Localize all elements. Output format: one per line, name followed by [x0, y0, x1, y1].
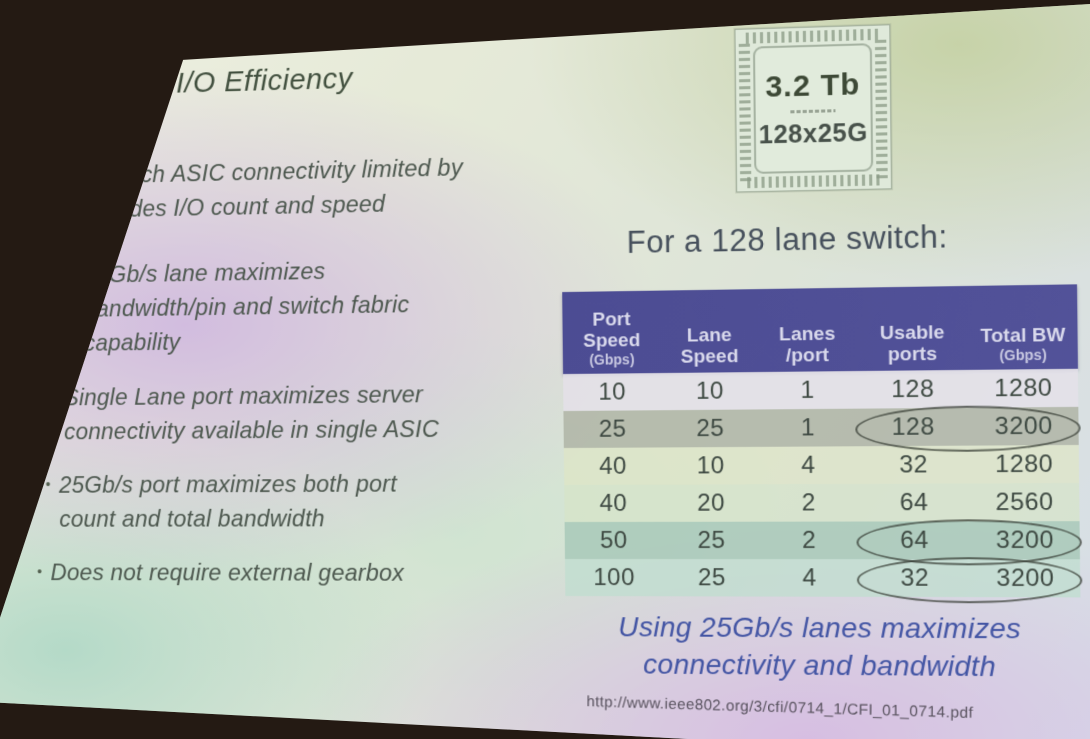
table-cell: 2	[760, 484, 859, 522]
table-cell: 40	[564, 485, 663, 522]
table-header-row: Port Speed (Gbps) Lane Speed Lanes /port…	[562, 284, 1078, 374]
slide-title: 25Gb/s I/O Efficiency	[73, 62, 353, 103]
highlight-ellipse	[857, 557, 1083, 603]
table-cell: 25	[663, 522, 761, 559]
table-row: 10 10 1 128 1280	[563, 369, 1078, 411]
photo-of-projected-slide: 25Gb/s I/O Efficiency • Switch ASIC conn…	[0, 0, 1090, 739]
caption-line: connectivity and bandwidth	[555, 645, 1089, 686]
table-cell: 1280	[969, 369, 1079, 408]
table-heading: For a 128 lane switch:	[626, 219, 948, 261]
table-cell: 10	[661, 372, 759, 410]
conclusion-caption: Using 25Gb/s lanes maximizes connectivit…	[555, 608, 1089, 686]
table-cell: 25	[563, 410, 662, 448]
bullet-item: • 25Gb/s port maximizes both port count …	[45, 466, 498, 536]
bullet-dot-icon: •	[70, 267, 75, 282]
table-cell: 2560	[970, 483, 1080, 521]
chip-pins-icon	[746, 29, 879, 44]
chip-face: 3.2 Tb 128x25G	[753, 43, 873, 174]
projection-screen: 25Gb/s I/O Efficiency • Switch ASIC conn…	[0, 0, 1090, 739]
bullet-line: serdes I/O count and speed	[97, 185, 463, 227]
bullet-dot-icon: •	[50, 390, 55, 405]
bullet-line: 25Gb/s port maximizes both port	[59, 467, 397, 503]
table-cell: 128	[857, 370, 969, 409]
table-row: 40 20 2 64 2560	[564, 483, 1079, 522]
table-cell: 25	[662, 409, 760, 447]
bullet-dot-icon: •	[46, 477, 51, 492]
column-header: Lane Speed	[660, 289, 758, 373]
table-cell: 1	[758, 371, 857, 409]
bullet-line: connectivity available in single ASIC	[64, 412, 439, 449]
bullet-item: • Does not require external gearbox	[37, 556, 499, 591]
bullet-line: Single Lane port maximizes server	[64, 377, 439, 415]
table-cell: 25	[663, 559, 761, 596]
table-cell: 100	[565, 559, 664, 596]
table-cell: 40	[564, 447, 663, 485]
column-header: Port Speed (Gbps)	[562, 291, 661, 374]
table-cell: 20	[662, 484, 760, 522]
bullet-line: bandwidth/pin and switch fabric	[83, 287, 409, 326]
switch-asic-chip-graphic: 3.2 Tb 128x25G	[734, 24, 892, 192]
switch-config-table: Port Speed (Gbps) Lane Speed Lanes /port…	[562, 284, 1080, 597]
bullet-dot-icon: •	[37, 565, 42, 580]
chip-pins-icon	[747, 174, 880, 188]
table-cell: 4	[759, 446, 858, 484]
table-cell: 1	[759, 409, 858, 447]
table-cell: 50	[565, 522, 664, 559]
table-cell: 10	[563, 373, 662, 411]
bullet-line: Does not require external gearbox	[50, 556, 404, 591]
column-header: Usable ports	[856, 286, 969, 371]
chip-pins-icon	[739, 40, 752, 182]
column-header: Lanes /port	[758, 288, 857, 372]
slide-content: 25Gb/s I/O Efficiency • Switch ASIC conn…	[17, 0, 1090, 739]
source-url: http://www.ieee802.org/3/cfi/0714_1/CFI_…	[586, 693, 973, 722]
chip-capacity-label: 3.2 Tb	[765, 67, 860, 104]
table-cell: 2	[760, 522, 859, 560]
chip-pins-icon	[875, 36, 888, 179]
bullet-item: • 25Gb/s lane maximizes bandwidth/pin an…	[70, 251, 505, 361]
chip-config-label: 128x25G	[759, 118, 868, 150]
table-cell: 4	[760, 559, 859, 597]
bullet-line: 25Gb/s lane maximizes	[83, 253, 409, 293]
bullet-item: • Switch ASIC connectivity limited by se…	[84, 149, 519, 227]
bullet-line: capability	[84, 322, 410, 360]
bullet-line: count and total bandwidth	[59, 501, 397, 536]
table-cell: 64	[858, 483, 970, 521]
table-cell: 10	[662, 447, 760, 485]
table-row: 40 10 4 32 1280	[564, 445, 1079, 485]
bullet-dot-icon: •	[84, 168, 89, 183]
column-header: Total BW (Gbps)	[968, 284, 1078, 370]
chip-divider	[790, 109, 835, 113]
caption-line: Using 25Gb/s lanes maximizes	[555, 608, 1089, 648]
bullet-item: • Single Lane port maximizes server conn…	[50, 377, 503, 449]
